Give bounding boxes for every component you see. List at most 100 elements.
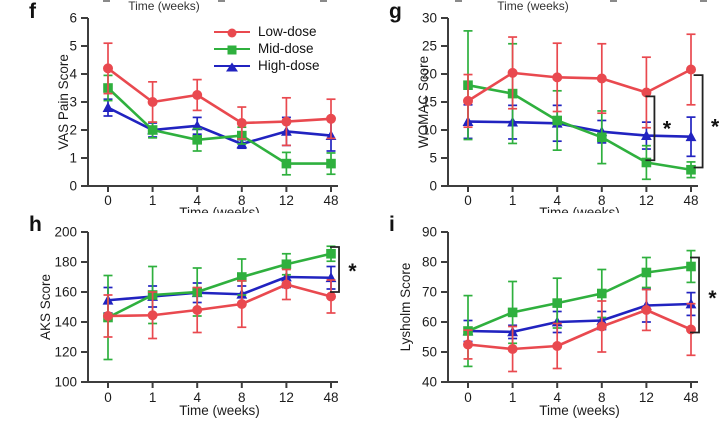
- y-tick-label: 3: [69, 95, 77, 110]
- sig-bracket: [693, 74, 704, 169]
- data-point-circle: [552, 341, 563, 351]
- panel-i: i 40 50 60 70 80 90 0 1 4 8 12 48 Time (weeks) Lyshol…: [360, 213, 719, 425]
- panel-g: g 0 5 10 15 20 25 30 0 1 4 8 12 48 Time (weeks) WOMAC …: [360, 0, 719, 221]
- legend-label: Low-dose: [258, 24, 317, 39]
- x-tick-label: 4: [193, 390, 201, 405]
- cropped-xlabel-right: Time (weeks): [497, 0, 569, 13]
- panel-g-label: g: [389, 0, 402, 23]
- legend-line: [214, 45, 250, 54]
- data-point-circle: [147, 310, 158, 321]
- legend-marker-triangle: [226, 62, 238, 71]
- y-tick-label: 50: [422, 345, 437, 360]
- panel-f-label: f: [29, 0, 36, 23]
- sig-bracket: [690, 256, 700, 334]
- x-tick-label: 8: [238, 390, 246, 405]
- x-axis-label: Time (weeks): [179, 403, 260, 418]
- legend-label: Mid-dose: [258, 41, 314, 56]
- y-axis-label: AKS Score: [38, 274, 53, 340]
- cropped-fragment: [218, 0, 225, 2]
- legend-item-high-dose: High-dose: [214, 57, 320, 74]
- x-tick-label: 1: [149, 390, 157, 405]
- y-tick-label: 20: [422, 67, 437, 82]
- x-axis-label: Time (weeks): [539, 205, 620, 213]
- legend-line: [214, 28, 250, 37]
- data-point-square: [686, 261, 696, 272]
- series-line: [467, 265, 692, 333]
- data-point-square: [192, 135, 202, 145]
- sig-bracket: [645, 95, 656, 162]
- panel-h: h 100 120 140 160 180 200 0 1 4 8 12 48 Time (weeks)…: [0, 213, 359, 425]
- data-point-square: [237, 272, 247, 282]
- data-point-circle: [147, 97, 158, 107]
- x-tick-label: 48: [683, 390, 698, 405]
- cropped-fragment: [700, 0, 707, 2]
- series-line: [107, 87, 331, 165]
- series-low-dose: [103, 42, 336, 147]
- data-point-circle: [103, 63, 113, 74]
- data-point-circle: [552, 72, 563, 83]
- y-tick-label: 60: [422, 315, 437, 330]
- series-line: [467, 68, 692, 102]
- series-line: [107, 275, 332, 302]
- panel-f: f 0 1 2 3 4 5 6 0 1 4 8 12 48 Time (weeks) VAS Pain Sc…: [0, 0, 359, 220]
- data-point-square: [507, 307, 518, 318]
- data-point-circle: [596, 73, 607, 84]
- x-tick-label: 8: [598, 193, 606, 208]
- y-tick-label: 15: [422, 95, 437, 110]
- series-line: [107, 67, 332, 125]
- data-point-triangle: [191, 120, 203, 131]
- data-point-circle: [236, 118, 247, 128]
- data-point-circle: [641, 87, 652, 98]
- data-point-circle: [103, 311, 113, 321]
- y-axis-label: VAS Pain Score: [56, 54, 71, 150]
- data-point-square: [552, 298, 562, 308]
- data-point-square: [326, 248, 336, 259]
- panel-i-label: i: [389, 213, 395, 236]
- data-point-triangle: [102, 102, 114, 112]
- cropped-fragment: [610, 0, 617, 2]
- series-line: [107, 252, 332, 319]
- data-point-square: [326, 158, 336, 169]
- series-mid-dose: [463, 249, 696, 368]
- x-tick-label: 48: [323, 193, 338, 208]
- y-tick-label: 200: [54, 225, 77, 240]
- x-tick-label: 1: [509, 390, 517, 405]
- data-point-circle: [463, 339, 473, 350]
- x-tick-label: 4: [553, 193, 561, 208]
- x-tick-label: 1: [149, 193, 157, 208]
- x-tick-label: 0: [464, 193, 472, 208]
- data-point-circle: [641, 305, 652, 315]
- data-point-circle: [281, 279, 292, 290]
- x-tick-label: 0: [104, 193, 112, 208]
- y-tick-label: 70: [422, 285, 437, 300]
- sig-star: *: [708, 287, 717, 310]
- cropped-fragment: [455, 0, 462, 2]
- sig-star: *: [663, 117, 672, 140]
- data-point-triangle: [685, 131, 697, 142]
- data-point-circle: [281, 116, 292, 127]
- data-point-circle: [326, 291, 336, 302]
- x-tick-label: 1: [509, 193, 517, 208]
- y-tick-label: 80: [422, 255, 437, 270]
- y-tick-label: 120: [54, 345, 77, 360]
- legend-item-mid-dose: Mid-dose: [214, 40, 320, 57]
- legend-item-low-dose: Low-dose: [214, 23, 320, 40]
- data-point-circle: [507, 67, 518, 78]
- y-tick-label: 25: [422, 39, 437, 54]
- cropped-fragment: [320, 0, 327, 2]
- y-tick-label: 90: [422, 225, 437, 240]
- series-line: [107, 283, 332, 318]
- y-tick-label: 160: [54, 285, 77, 300]
- series-mid-dose: [463, 30, 696, 181]
- y-tick-label: 6: [69, 11, 77, 26]
- data-point-square: [281, 259, 292, 270]
- series-high-dose: [102, 98, 337, 152]
- y-tick-label: 2: [69, 123, 77, 138]
- y-tick-label: 40: [422, 375, 437, 390]
- y-axis-label: Lysholm Score: [398, 263, 413, 352]
- y-tick-label: 1: [69, 151, 77, 166]
- series-high-dose: [462, 103, 697, 158]
- data-point-square: [641, 267, 652, 278]
